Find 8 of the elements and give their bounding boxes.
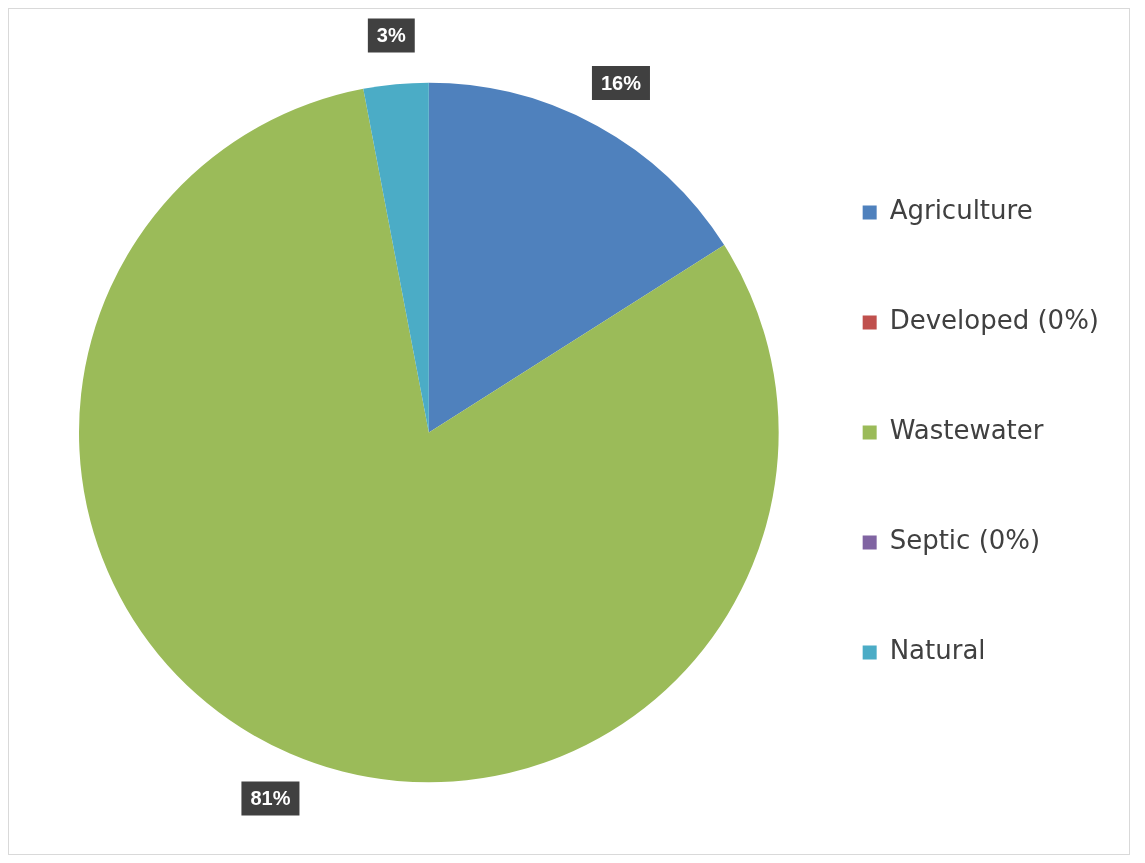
- legend-label: Septic (0%): [889, 525, 1041, 556]
- legend-label: Developed (0%): [889, 305, 1100, 336]
- data-label: 81%: [250, 787, 291, 810]
- data-label: 3%: [376, 23, 406, 46]
- legend-label: Agriculture: [889, 195, 1033, 226]
- legend-label: Wastewater: [889, 415, 1044, 446]
- legend-label: Natural: [889, 635, 986, 666]
- data-label: 16%: [600, 71, 642, 94]
